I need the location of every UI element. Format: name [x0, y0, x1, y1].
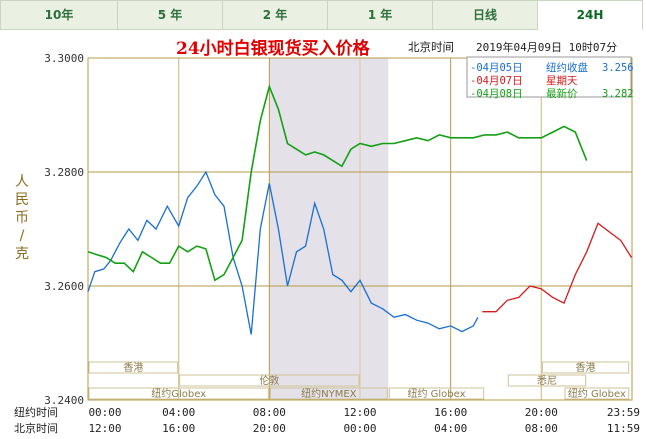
tab-2-year[interactable]: 2 年 [223, 0, 328, 30]
y-axis-label-char: 人 [15, 174, 29, 190]
nymex-session-shading [269, 58, 389, 400]
legend-note: 星期天 [546, 75, 578, 87]
market-session-box [179, 374, 360, 387]
bj-time-row-label: 北京时间 [14, 421, 58, 435]
ny-time-tick: 00:00 [88, 406, 121, 419]
ny-time-tick: 16:00 [434, 406, 467, 419]
legend-date: -04月07日 [470, 75, 523, 87]
period-tabs: 10年 5 年 2 年 1 年 日线 24H [0, 0, 646, 30]
y-tick-label: 3.3000 [44, 52, 84, 65]
market-session-label: 纽约 Globex [407, 387, 465, 400]
y-tick-label: 3.2600 [44, 280, 84, 293]
ny-time-tick: 23:59 [607, 406, 640, 419]
silver-price-chart: 3.3000 3.2800 3.2600 3.2400 人民币 / 克香港伦敦纽约Globe… [14, 38, 640, 435]
bj-time-tick: 12:00 [88, 422, 121, 435]
tab-1-year[interactable]: 1 年 [328, 0, 433, 30]
series-line-1 [87, 170, 479, 335]
market-session-label: 悉尼 [537, 375, 557, 387]
market-session-box [388, 387, 485, 400]
y-axis-label-char: 民 [15, 192, 29, 208]
legend-note: 最新价 [546, 87, 578, 100]
market-session-box [507, 374, 587, 387]
ny-time-tick: 20:00 [525, 406, 558, 419]
ny-time-row-label: 纽约时间 [14, 405, 58, 419]
legend-value: 3.282 [602, 88, 634, 100]
legend-box [466, 56, 632, 98]
market-session-label: 纽约NYMEX [301, 387, 357, 400]
legend-value: 3.256 [602, 62, 634, 74]
market-session-box [88, 387, 269, 400]
y-axis-label-char: 克 [15, 246, 29, 262]
market-session-label: 伦敦 [259, 374, 279, 387]
market-session-label: 纽约 Globex [568, 387, 626, 400]
tab-5-year[interactable]: 5 年 [118, 0, 223, 30]
bj-time-tick: 04:00 [434, 422, 467, 435]
market-session-box [88, 361, 179, 374]
market-session-label: 香港 [123, 362, 143, 374]
chart-title: 24小时白银现货买入价格 [176, 38, 371, 59]
series-line-3 [87, 83, 588, 282]
bj-time-tick: 00:00 [343, 422, 376, 435]
market-session-box [269, 387, 388, 400]
tab-daily[interactable]: 日线 [433, 0, 538, 30]
ny-time-tick: 04:00 [162, 406, 195, 419]
legend-date: -04月08日 [470, 88, 523, 100]
market-session-box [541, 361, 630, 374]
market-session-box [564, 387, 630, 400]
plot-border [87, 57, 633, 401]
y-axis-label-char: / [20, 228, 25, 244]
y-tick-label: 3.2400 [44, 394, 84, 407]
y-axis-label-char: 币 [15, 210, 29, 226]
bj-time-tick: 20:00 [253, 422, 286, 435]
bj-time-tick: 16:00 [162, 422, 195, 435]
market-session-label: 纽约Globex [151, 387, 206, 400]
ny-time-tick: 08:00 [253, 406, 286, 419]
ny-time-tick: 12:00 [343, 406, 376, 419]
timezone-label: 北京时间 [408, 40, 454, 54]
series-line-2 [482, 222, 633, 313]
bj-time-tick: 11:59 [607, 422, 640, 435]
legend-date: -04月05日 [470, 62, 523, 74]
chart-timestamp: 2019年04月09日 10时07分 [476, 40, 617, 54]
tab-10-year[interactable]: 10年 [0, 0, 118, 30]
legend-note: 纽约收盘 [546, 61, 588, 74]
y-tick-label: 3.2800 [44, 166, 84, 179]
tab-24h[interactable]: 24H [538, 0, 643, 30]
bj-time-tick: 08:00 [525, 422, 558, 435]
market-session-label: 香港 [576, 362, 596, 374]
